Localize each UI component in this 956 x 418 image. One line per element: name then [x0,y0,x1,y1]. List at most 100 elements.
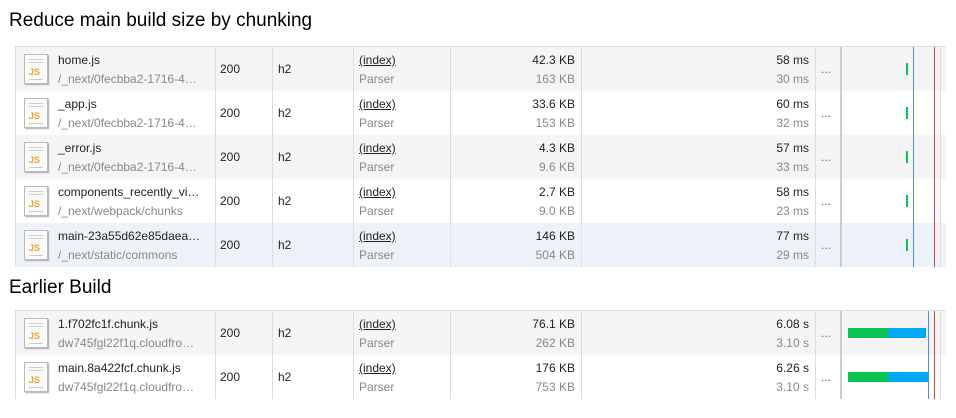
file-path: /_next/0fecbba2-1716-4… [58,160,197,174]
name-cell[interactable]: JS components_recently_vi… /_next/webpac… [16,179,216,223]
name-cell[interactable]: JS home.js /_next/0fecbba2-1716-4… [16,47,216,91]
initiator-type: Parser [359,380,395,394]
initiator-cell: (index) Parser [354,223,451,267]
status-cell: 200 [216,135,273,179]
load-line [933,355,935,399]
protocol: h2 [278,150,292,164]
js-file-icon: JS [24,142,48,172]
grid-line [939,179,941,223]
status-cell: 200 [216,91,273,135]
transfer-size: 42.3 KB [532,53,575,67]
name-cell[interactable]: JS main.8a422fcf.chunk.js dw745fgl22f1q.… [16,355,216,399]
initiator-type: Parser [359,248,395,262]
load-line [933,47,935,91]
network-table: JS home.js /_next/0fecbba2-1716-4… 200 h… [15,46,946,267]
name-cell[interactable]: JS main-23a55d62e85daea… /_next/static/c… [16,223,216,267]
resource-size: 9.6 KB [538,160,575,174]
more-cell[interactable]: ... [816,311,842,355]
initiator-link[interactable]: (index) [359,229,396,243]
more-cell[interactable]: ... [816,179,842,223]
dom-content-loaded-line [928,311,930,355]
protocol: h2 [278,326,292,340]
status-code: 200 [220,106,241,120]
file-name: main-23a55d62e85daea… [58,229,201,243]
table-row[interactable]: JS _app.js /_next/0fecbba2-1716-4… 200 h… [16,91,946,135]
size-cell: 176 KB 753 KB [451,355,582,399]
latency: 29 ms [776,248,809,262]
js-file-icon: JS [24,318,48,348]
more-cell[interactable]: ... [816,91,842,135]
status-code: 200 [220,238,241,252]
file-name: _error.js [58,141,102,155]
more-button[interactable]: ... [821,62,832,76]
size-cell: 2.7 KB 9.0 KB [451,179,582,223]
size-cell: 4.3 KB 9.6 KB [451,135,582,179]
waterfall-bar [906,151,909,163]
initiator-link[interactable]: (index) [359,53,396,67]
time-cell: 60 ms 32 ms [582,91,816,135]
more-button[interactable]: ... [821,238,832,252]
table-row[interactable]: JS main-23a55d62e85daea… /_next/static/c… [16,223,946,267]
more-button[interactable]: ... [821,194,832,208]
resource-size: 163 KB [535,72,575,86]
name-cell[interactable]: JS _error.js /_next/0fecbba2-1716-4… [16,135,216,179]
protocol-cell: h2 [273,135,354,179]
total-time: 58 ms [776,53,809,67]
network-table: JS 1.f702fc1f.chunk.js dw745fgl22f1q.clo… [15,310,946,399]
more-cell[interactable]: ... [816,223,842,267]
initiator-link[interactable]: (index) [359,361,396,375]
initiator-type: Parser [359,160,395,174]
protocol-cell: h2 [273,311,354,355]
table-row[interactable]: JS main.8a422fcf.chunk.js dw745fgl22f1q.… [16,355,946,399]
dom-content-loaded-line [912,91,914,135]
protocol: h2 [278,194,292,208]
more-cell[interactable]: ... [816,135,842,179]
dom-content-loaded-line [912,223,914,267]
time-cell: 6.08 s 3.10 s [582,311,816,355]
status-cell: 200 [216,223,273,267]
load-line [933,135,935,179]
waiting-bar [848,372,888,382]
table-row[interactable]: JS 1.f702fc1f.chunk.js dw745fgl22f1q.clo… [16,311,946,355]
transfer-size: 146 KB [535,229,575,243]
total-time: 6.26 s [776,361,809,375]
more-cell[interactable]: ... [816,47,842,91]
total-time: 57 ms [776,141,809,155]
waterfall-cell [842,135,946,179]
latency: 3.10 s [776,336,809,350]
file-name: _app.js [58,97,97,111]
initiator-cell: (index) Parser [354,311,451,355]
file-path: /_next/0fecbba2-1716-4… [58,116,197,130]
name-cell[interactable]: JS 1.f702fc1f.chunk.js dw745fgl22f1q.clo… [16,311,216,355]
more-cell[interactable]: ... [816,355,842,399]
time-cell: 57 ms 33 ms [582,135,816,179]
initiator-link[interactable]: (index) [359,97,396,111]
load-line [933,223,935,267]
more-button[interactable]: ... [821,106,832,120]
transfer-size: 33.6 KB [532,97,575,111]
more-button[interactable]: ... [821,150,832,164]
total-time: 58 ms [776,185,809,199]
protocol-cell: h2 [273,91,354,135]
transfer-size: 76.1 KB [532,317,575,331]
time-cell: 58 ms 23 ms [582,179,816,223]
protocol-cell: h2 [273,47,354,91]
load-line [933,91,935,135]
waiting-bar [848,328,888,338]
table-row[interactable]: JS components_recently_vi… /_next/webpac… [16,179,946,223]
table-row[interactable]: JS _error.js /_next/0fecbba2-1716-4… 200… [16,135,946,179]
waterfall-cell [842,311,946,355]
initiator-cell: (index) Parser [354,135,451,179]
time-cell: 6.26 s 3.10 s [582,355,816,399]
initiator-link[interactable]: (index) [359,141,396,155]
name-cell[interactable]: JS _app.js /_next/0fecbba2-1716-4… [16,91,216,135]
more-button[interactable]: ... [821,326,832,340]
initiator-type: Parser [359,72,395,86]
transfer-size: 176 KB [535,361,575,375]
table-row[interactable]: JS home.js /_next/0fecbba2-1716-4… 200 h… [16,47,946,91]
more-button[interactable]: ... [821,370,832,384]
resource-size: 9.0 KB [538,204,575,218]
initiator-link[interactable]: (index) [359,185,396,199]
initiator-link[interactable]: (index) [359,317,396,331]
initiator-cell: (index) Parser [354,47,451,91]
